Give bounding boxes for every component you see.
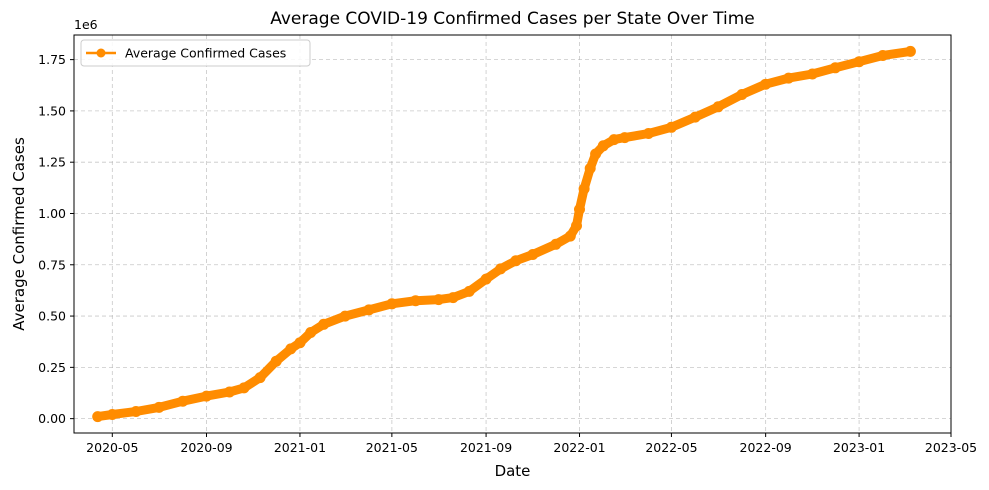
legend: Average Confirmed Cases [80,39,311,67]
data-point [339,310,351,322]
data-point [783,72,795,84]
data-point [238,382,250,394]
data-point [510,255,522,267]
data-point [410,295,422,307]
y-axis-label: Average Confirmed Cases [10,137,28,331]
y-offset-label: 1e6 [74,17,98,32]
legend-series-label: Average Confirmed Cases [125,46,286,61]
data-point [318,318,330,330]
data-point [574,203,585,215]
data-point [806,68,818,80]
data-point [877,50,889,61]
data-point [130,406,142,417]
data-point [294,337,306,349]
data-point [106,409,118,420]
data-point [270,355,282,367]
x-tick-label: 2022-09 [740,440,792,455]
y-tick-label: 0.75 [38,257,66,272]
data-point [447,292,459,304]
data-point [904,45,916,57]
data-point [177,395,189,407]
x-tick-label: 2020-09 [180,440,232,455]
data-point [564,230,576,242]
ticks-layer: 2020-05 2020-09 2021-01 2021-05 2021-09 2022-… [38,52,977,455]
data-point [305,327,317,338]
x-tick-label: 2021-09 [460,440,512,455]
data-point [619,132,631,144]
data-point [363,304,375,316]
x-tick-label: 2021-01 [274,440,326,455]
data-point [463,285,475,297]
data-point [495,263,507,275]
series-layer [92,45,916,423]
data-point [853,56,865,68]
legend-marker-swatch [96,48,106,58]
y-tick-label: 0.00 [38,411,66,426]
data-point [584,162,596,174]
data-point [643,128,654,139]
data-point [760,78,772,90]
data-point [386,298,398,310]
y-tick-label: 1.50 [38,103,66,118]
plot-frame [73,34,952,434]
y-tick-label: 1.00 [38,206,66,221]
y-tick-label: 0.25 [38,360,66,375]
x-tick-label: 2021-05 [366,440,418,455]
data-point [527,249,539,260]
legend-box [80,39,311,67]
x-tick-label: 2022-05 [645,440,697,455]
data-point [201,390,212,402]
data-point [736,89,748,100]
x-tick-label: 2023-05 [925,440,977,455]
data-point [665,121,677,133]
data-point [285,343,297,355]
data-point [433,294,445,306]
data-point [571,220,582,232]
data-point [590,148,602,160]
grid-layer [74,35,952,433]
y-tick-label: 1.75 [38,52,66,67]
data-point [550,238,562,250]
data-point [92,411,104,423]
data-point [712,101,724,113]
data-point [480,273,492,285]
data-point [608,134,620,146]
data-point [224,386,235,398]
data-point [153,401,165,413]
x-tick-label: 2022-01 [553,440,605,455]
y-tick-label: 0.50 [38,309,66,324]
y-tick-label: 1.25 [38,155,66,170]
data-point [578,183,590,195]
data-point [597,140,609,152]
x-tick-label: 2020-05 [86,440,138,455]
data-point [829,62,841,74]
x-tick-label: 2023-01 [833,440,885,455]
data-point [689,111,701,123]
x-axis-label: Date [495,462,531,480]
chart-title: Average COVID-19 Confirmed Cases per Sta… [270,9,755,29]
data-point [254,372,266,384]
